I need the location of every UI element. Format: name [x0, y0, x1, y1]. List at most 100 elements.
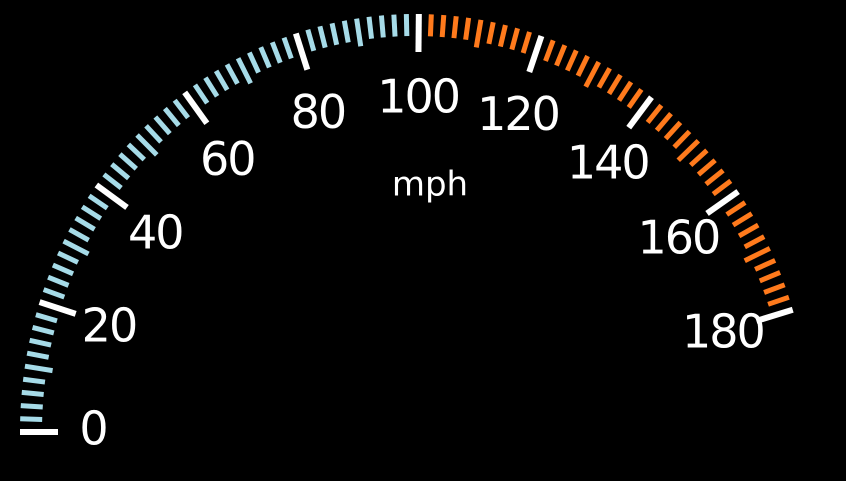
minor-tick: [575, 54, 590, 77]
minor-tick: [473, 19, 484, 48]
minor-tick: [520, 31, 532, 54]
minor-tick: [626, 88, 644, 109]
minor-tick: [391, 14, 398, 37]
major-tick: [755, 306, 794, 324]
minor-tick: [497, 24, 508, 48]
scale-label: 100: [377, 70, 459, 124]
minor-tick: [758, 270, 782, 284]
minor-tick: [35, 312, 58, 324]
minor-tick: [74, 215, 96, 232]
minor-tick: [731, 211, 754, 228]
scale-label: 60: [200, 132, 255, 186]
minor-tick: [47, 274, 70, 288]
minor-tick: [676, 138, 701, 163]
minor-tick: [110, 162, 131, 181]
minor-tick: [153, 115, 172, 136]
minor-tick: [20, 416, 43, 422]
minor-tick: [645, 103, 664, 125]
minor-tick: [305, 29, 317, 52]
scale-label: 120: [477, 87, 559, 141]
minor-tick: [354, 18, 364, 47]
minor-tick: [565, 49, 579, 72]
minor-tick: [172, 98, 191, 120]
minor-tick: [486, 21, 496, 45]
minor-tick: [366, 16, 375, 39]
minor-tick: [102, 172, 123, 190]
minor-tick: [68, 227, 90, 243]
minor-tick: [451, 16, 459, 39]
minor-tick: [247, 51, 261, 74]
minor-tick: [213, 69, 230, 92]
minor-tick: [654, 112, 673, 133]
minor-tick: [596, 67, 612, 89]
minor-tick: [80, 204, 103, 221]
minor-tick: [509, 27, 520, 51]
scale-label: 0: [79, 402, 106, 456]
minor-tick: [118, 152, 138, 171]
minor-tick: [29, 337, 52, 348]
scale-label: 160: [638, 211, 720, 265]
minor-tick: [329, 22, 340, 46]
minor-tick: [87, 193, 109, 211]
minor-tick: [224, 63, 240, 85]
minor-tick: [672, 129, 692, 149]
minor-tick: [704, 168, 725, 187]
minor-tick: [126, 142, 147, 162]
minor-tick: [235, 57, 253, 85]
minor-tick: [22, 376, 46, 385]
scale-label: 40: [128, 205, 183, 259]
minor-tick: [737, 222, 760, 239]
minor-tick: [767, 294, 790, 307]
scale-label: 20: [82, 298, 137, 352]
minor-tick: [269, 41, 283, 64]
minor-tick: [463, 17, 472, 41]
minor-tick: [688, 148, 709, 168]
major-tick: [94, 182, 129, 210]
minor-tick: [192, 83, 210, 105]
major-tick: [292, 32, 311, 71]
minor-tick: [663, 120, 683, 141]
minor-tick: [51, 262, 75, 277]
minor-tick: [162, 106, 181, 128]
minor-tick: [144, 124, 163, 144]
minor-tick: [258, 46, 272, 69]
minor-tick: [606, 73, 623, 96]
major-tick: [526, 35, 545, 73]
minor-tick: [427, 14, 434, 37]
minor-tick: [21, 389, 44, 397]
minor-tick: [378, 15, 386, 38]
minor-tick: [743, 234, 766, 250]
minor-tick: [543, 39, 556, 62]
minor-tick: [763, 282, 786, 295]
minor-tick: [24, 363, 53, 374]
major-tick: [705, 189, 740, 216]
minor-tick: [743, 246, 771, 263]
scale-label: 180: [682, 304, 764, 358]
minor-tick: [725, 200, 747, 217]
minor-tick: [281, 36, 294, 60]
minor-tick: [62, 238, 90, 257]
minor-tick: [616, 80, 634, 102]
minor-tick: [42, 287, 66, 300]
minor-tick: [317, 25, 328, 49]
minor-tick: [554, 44, 568, 67]
major-tick: [182, 90, 210, 126]
major-tick: [626, 95, 654, 130]
scale-label: 80: [291, 85, 346, 139]
minor-tick: [31, 324, 55, 336]
minor-tick: [26, 350, 50, 360]
minor-tick: [696, 158, 717, 177]
minor-tick: [341, 20, 351, 43]
minor-tick: [135, 133, 159, 157]
scale-label: 140: [567, 136, 649, 190]
minor-tick: [203, 76, 220, 98]
unit-label: mph: [392, 165, 468, 205]
minor-tick: [711, 178, 733, 197]
major-tick: [38, 299, 77, 317]
minor-tick: [439, 14, 447, 38]
minor-tick: [20, 403, 43, 410]
minor-tick: [56, 250, 80, 265]
